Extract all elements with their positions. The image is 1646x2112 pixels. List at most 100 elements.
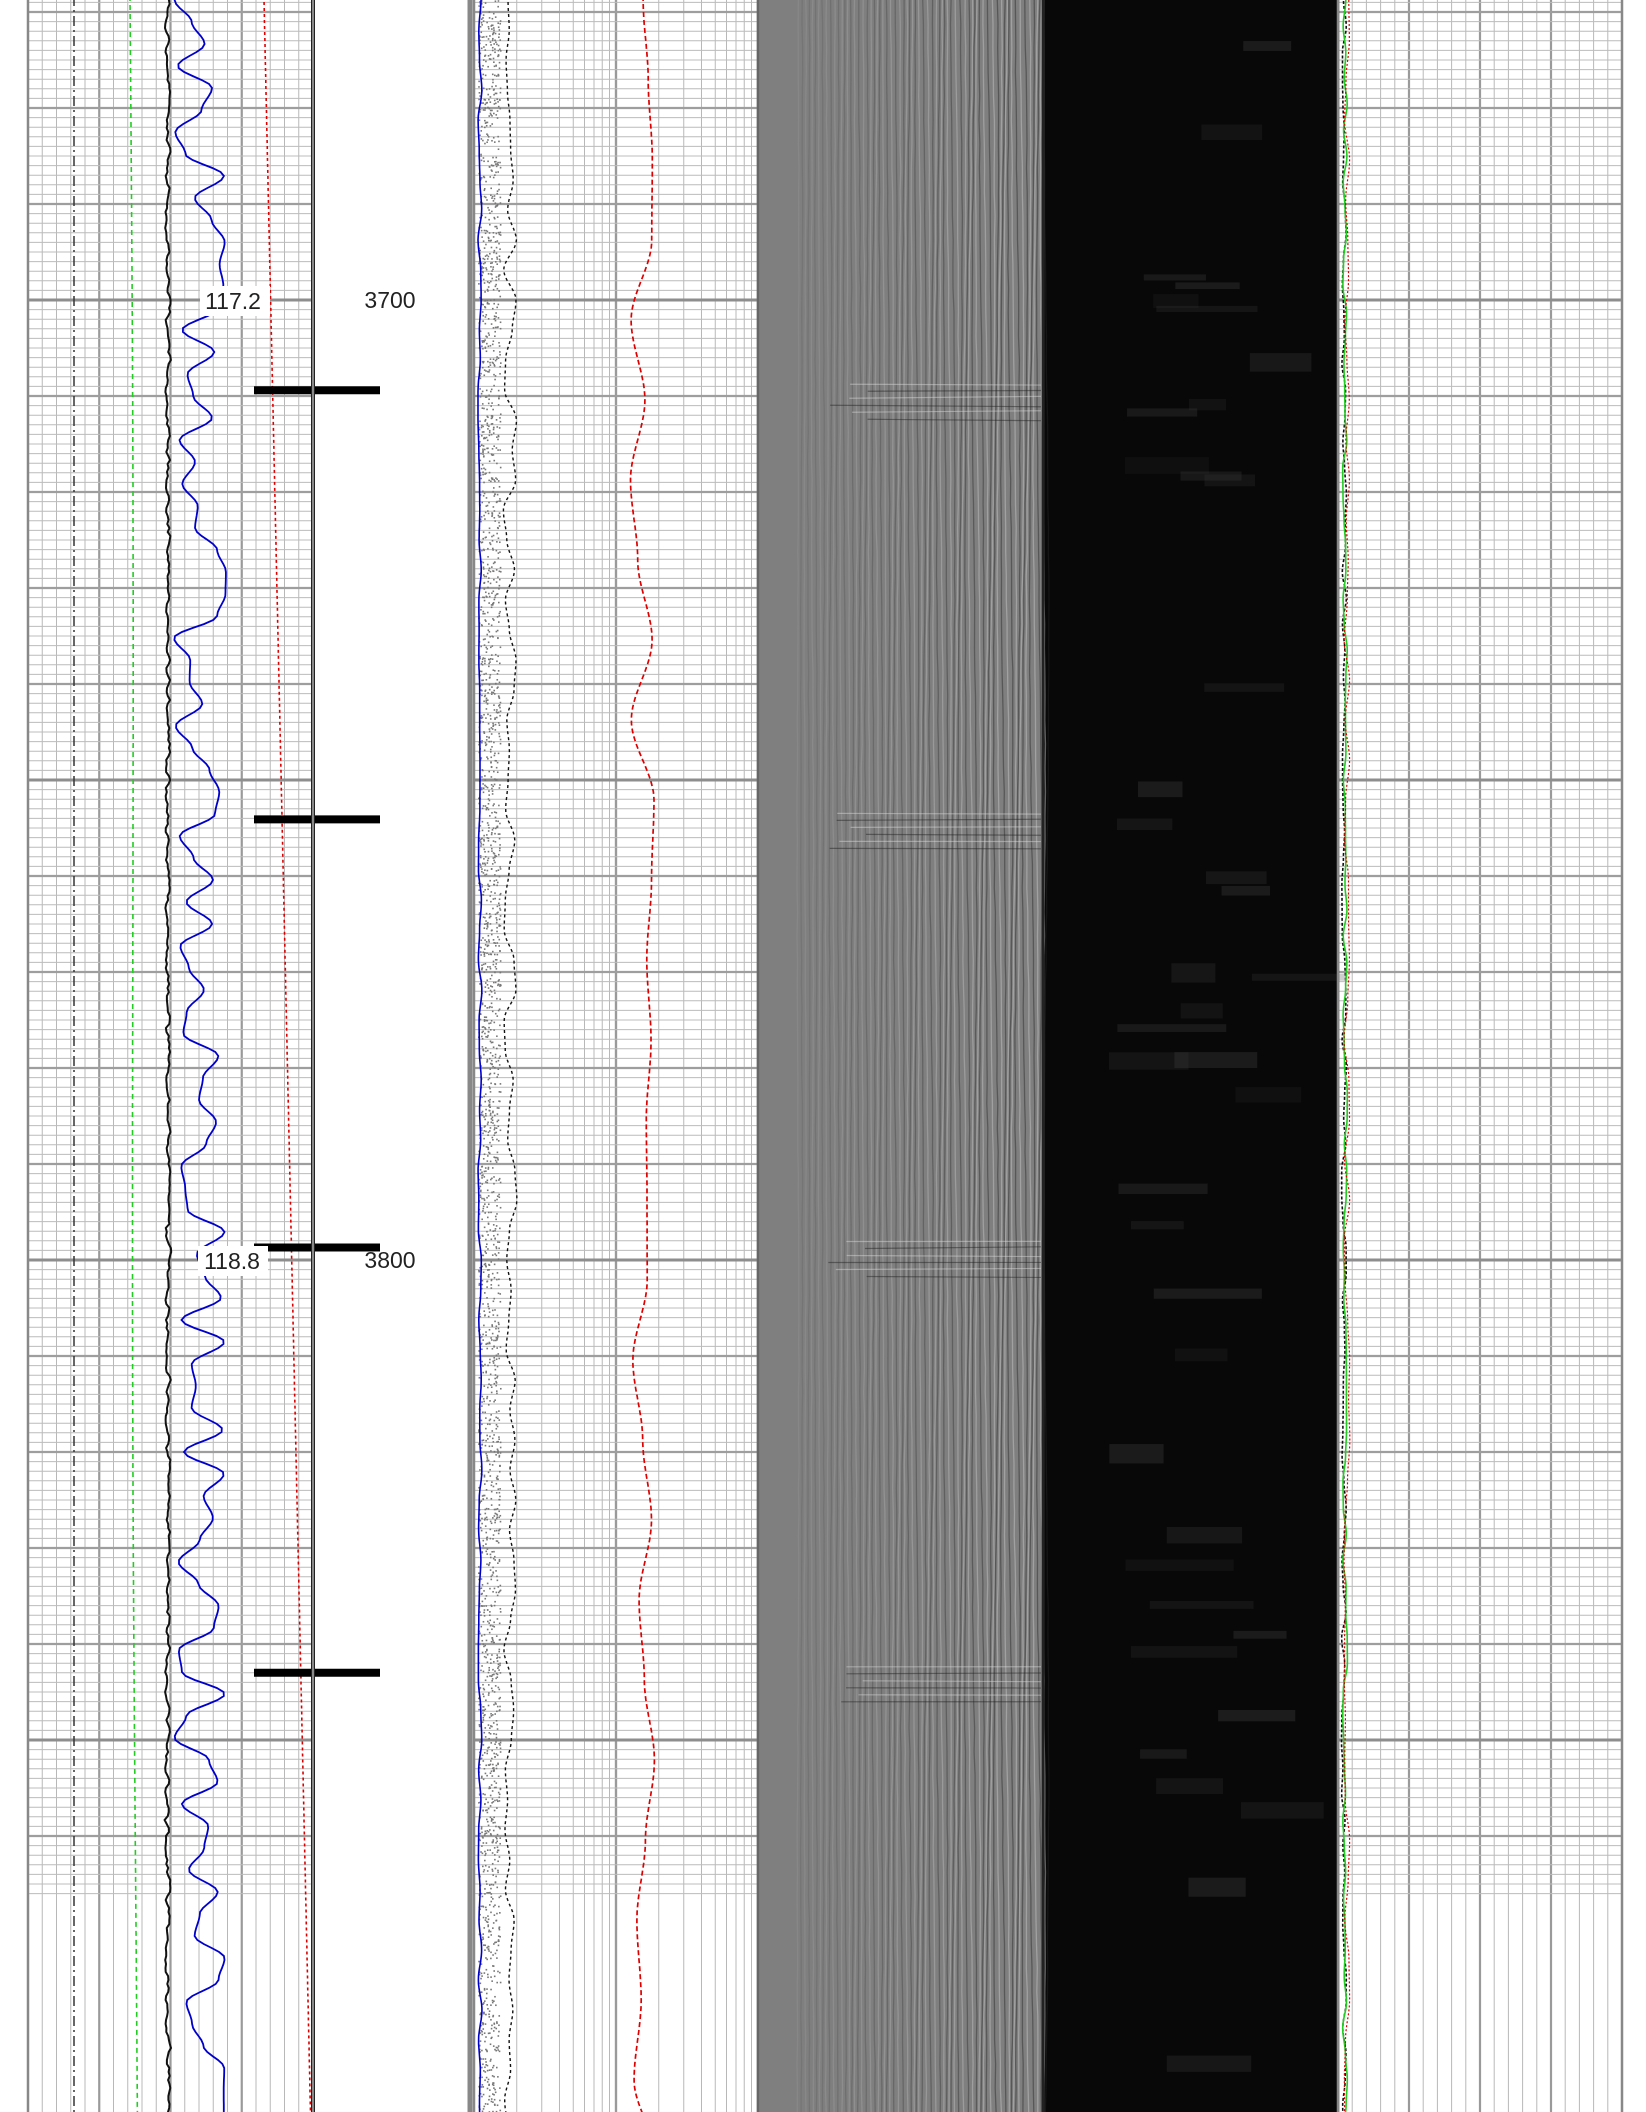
stipple-dot — [481, 1831, 483, 1834]
stipple-dot — [495, 944, 497, 947]
stipple-dot — [498, 2030, 500, 2033]
stipple-dot — [494, 1368, 497, 1371]
stipple-dot — [482, 2086, 485, 2088]
stipple-dot — [483, 1483, 486, 1485]
stipple-dot — [482, 657, 485, 659]
stipple-dot — [497, 1449, 499, 1452]
stipple-dot — [494, 1941, 496, 1944]
stipple-dot — [482, 320, 484, 322]
stipple-dot — [497, 164, 499, 166]
stipple-dot — [482, 360, 485, 363]
stipple-dot — [494, 163, 497, 165]
stipple-dot — [486, 1458, 489, 1460]
stipple-dot — [485, 651, 488, 653]
stipple-dot — [485, 699, 488, 702]
stipple-dot — [483, 282, 486, 284]
waveform-trace — [842, 0, 847, 2112]
stipple-dot — [496, 1035, 498, 1038]
stipple-dot — [482, 1933, 485, 1935]
stipple-dot — [484, 1944, 487, 1947]
stipple-dot — [488, 1307, 490, 1310]
stipple-dot — [491, 1714, 494, 1716]
stipple-dot — [494, 1881, 497, 1883]
stipple-dot — [491, 974, 493, 977]
stipple-dot — [485, 1832, 488, 1834]
stipple-dot — [485, 1908, 488, 1911]
stipple-dot — [492, 432, 495, 434]
stipple-dot — [492, 804, 495, 807]
image-speckle — [1249, 353, 1312, 372]
stipple-dot — [479, 388, 481, 390]
stipple-dot — [494, 897, 496, 900]
stipple-dot — [491, 1177, 493, 1180]
stipple-dot — [480, 392, 483, 395]
stipple-dot — [485, 335, 487, 338]
stipple-dot — [486, 952, 488, 954]
stipple-dot — [485, 1238, 487, 1241]
waveform-trace — [1032, 0, 1039, 2112]
stipple-dot — [488, 770, 491, 773]
stipple-dot — [481, 424, 483, 427]
stipple-dot — [498, 1330, 500, 1333]
stipple-dot — [484, 1803, 486, 1805]
stipple-dot — [482, 1695, 485, 1698]
stipple-dot — [479, 655, 481, 658]
waveform-trace — [1043, 0, 1050, 2112]
stipple-dot — [480, 1432, 482, 1434]
waveform-trace — [846, 0, 851, 2112]
stipple-dot — [486, 1973, 489, 1976]
stipple-dot — [495, 1423, 498, 1426]
stipple-dot — [484, 2058, 487, 2060]
stipple-dot — [478, 1697, 480, 1700]
stipple-dot — [496, 1594, 499, 1597]
stipple-dot — [499, 915, 502, 917]
stipple-dot — [497, 1327, 500, 1330]
stipple-dot — [494, 718, 496, 720]
stipple-dot — [494, 874, 496, 876]
stipple-dot — [485, 1050, 487, 1053]
stipple-dot — [488, 1716, 491, 1719]
stipple-dot — [493, 2023, 496, 2025]
stipple-dot — [492, 37, 494, 40]
stipple-dot — [493, 598, 496, 601]
stipple-dot — [487, 802, 490, 805]
waveform-trace — [967, 0, 974, 2112]
stipple-dot — [479, 825, 482, 827]
stipple-dot — [492, 27, 495, 29]
stipple-dot — [490, 2100, 493, 2103]
stipple-dot — [495, 447, 498, 449]
stipple-dot — [488, 1746, 490, 1749]
image-speckle — [1174, 1052, 1258, 1069]
stipple-dot — [478, 1971, 481, 1974]
stipple-dot — [480, 1113, 483, 1116]
stipple-dot — [480, 1614, 482, 1617]
stipple-dot — [491, 787, 493, 790]
stipple-dot — [479, 2092, 482, 2095]
stipple-dot — [498, 1697, 501, 1700]
stipple-dot — [483, 1987, 486, 1990]
stipple-dot — [480, 1972, 483, 1975]
stipple-dot — [498, 1648, 501, 1651]
stipple-dot — [495, 85, 497, 87]
stipple-dot — [492, 340, 495, 343]
stipple-dot — [492, 2084, 495, 2087]
stipple-dot — [489, 2089, 491, 2091]
stipple-dot — [483, 1324, 485, 1327]
temperature-label: 118.8 — [204, 1248, 260, 1274]
stipple-dot — [482, 893, 484, 896]
stipple-dot — [496, 240, 499, 242]
stipple-dot — [497, 752, 500, 755]
stipple-dot — [483, 673, 485, 676]
stipple-dot — [478, 1235, 481, 1238]
stipple-dot — [488, 1361, 491, 1364]
stipple-dot — [481, 1348, 483, 1351]
stipple-dot — [480, 939, 483, 942]
stipple-dot — [497, 435, 500, 438]
stipple-dot — [494, 1199, 496, 1202]
stipple-dot — [498, 341, 500, 344]
stipple-dot — [484, 232, 487, 235]
stipple-dot — [495, 477, 497, 479]
stipple-dot — [498, 615, 501, 617]
stipple-dot — [482, 1693, 484, 1695]
stipple-dot — [498, 1529, 500, 1532]
